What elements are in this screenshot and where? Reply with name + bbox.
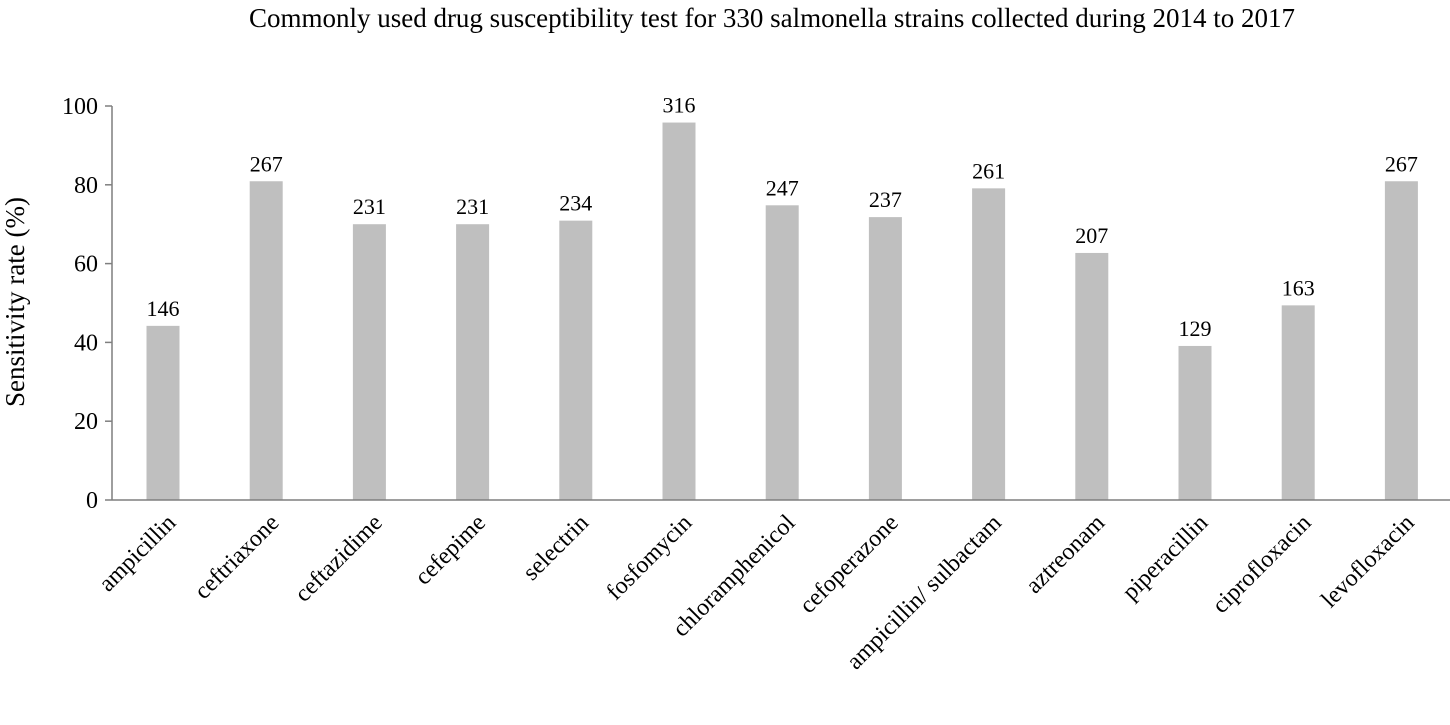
- bar: [352, 224, 386, 500]
- bar: [249, 181, 283, 500]
- data-label: 163: [1282, 275, 1315, 300]
- x-tick-label: aztreonam: [1021, 510, 1110, 599]
- data-label: 247: [766, 175, 799, 200]
- bar: [765, 205, 799, 500]
- x-tick-label: ceftriaxone: [190, 510, 285, 605]
- bar: [1281, 305, 1315, 500]
- bar: [1178, 345, 1212, 500]
- y-tick-label: 40: [74, 330, 98, 356]
- data-label: 231: [353, 194, 386, 219]
- y-tick-label: 0: [86, 488, 98, 514]
- data-label: 316: [663, 93, 696, 118]
- data-label: 267: [1385, 151, 1418, 176]
- data-label: 146: [147, 296, 180, 321]
- data-label: 231: [456, 194, 489, 219]
- bar: [1075, 252, 1109, 500]
- y-tick-label: 80: [74, 173, 98, 199]
- bar: [146, 325, 180, 500]
- y-tick-label: 60: [74, 252, 98, 278]
- x-tick-label: piperacillin: [1118, 510, 1214, 606]
- bar: [662, 122, 696, 500]
- data-label: 237: [869, 187, 902, 212]
- chart-title: Commonly used drug susceptibility test f…: [249, 3, 1295, 33]
- data-label: 261: [972, 158, 1005, 183]
- y-tick-label: 20: [74, 409, 98, 435]
- bar: [1384, 181, 1418, 500]
- x-tick-label: ciprofloxacin: [1208, 510, 1317, 619]
- y-tick-label: 100: [62, 94, 98, 120]
- x-tick-label: selectrin: [518, 510, 594, 586]
- bar: [456, 224, 490, 500]
- x-tick-label: cefoperazone: [795, 510, 904, 619]
- data-label: 207: [1075, 223, 1108, 248]
- x-tick-label: ampicillin: [94, 510, 181, 597]
- bar: [559, 220, 593, 501]
- x-tick-label: levofloxacin: [1316, 510, 1419, 613]
- plot-area: 0 20 40 60 80 100 146 ampicillin 267 ceftriaxone 2…: [62, 93, 1450, 675]
- data-label: 129: [1179, 316, 1212, 341]
- bar: [972, 188, 1006, 500]
- x-tick-label: ceftazidime: [290, 510, 388, 608]
- x-tick-label: fosfomycin: [602, 510, 698, 606]
- data-label: 234: [559, 191, 592, 216]
- bar: [868, 217, 902, 500]
- y-axis-label: Sensitivity rate (%): [0, 197, 30, 407]
- data-label: 267: [250, 151, 283, 176]
- x-tick-label: cefepime: [410, 510, 491, 591]
